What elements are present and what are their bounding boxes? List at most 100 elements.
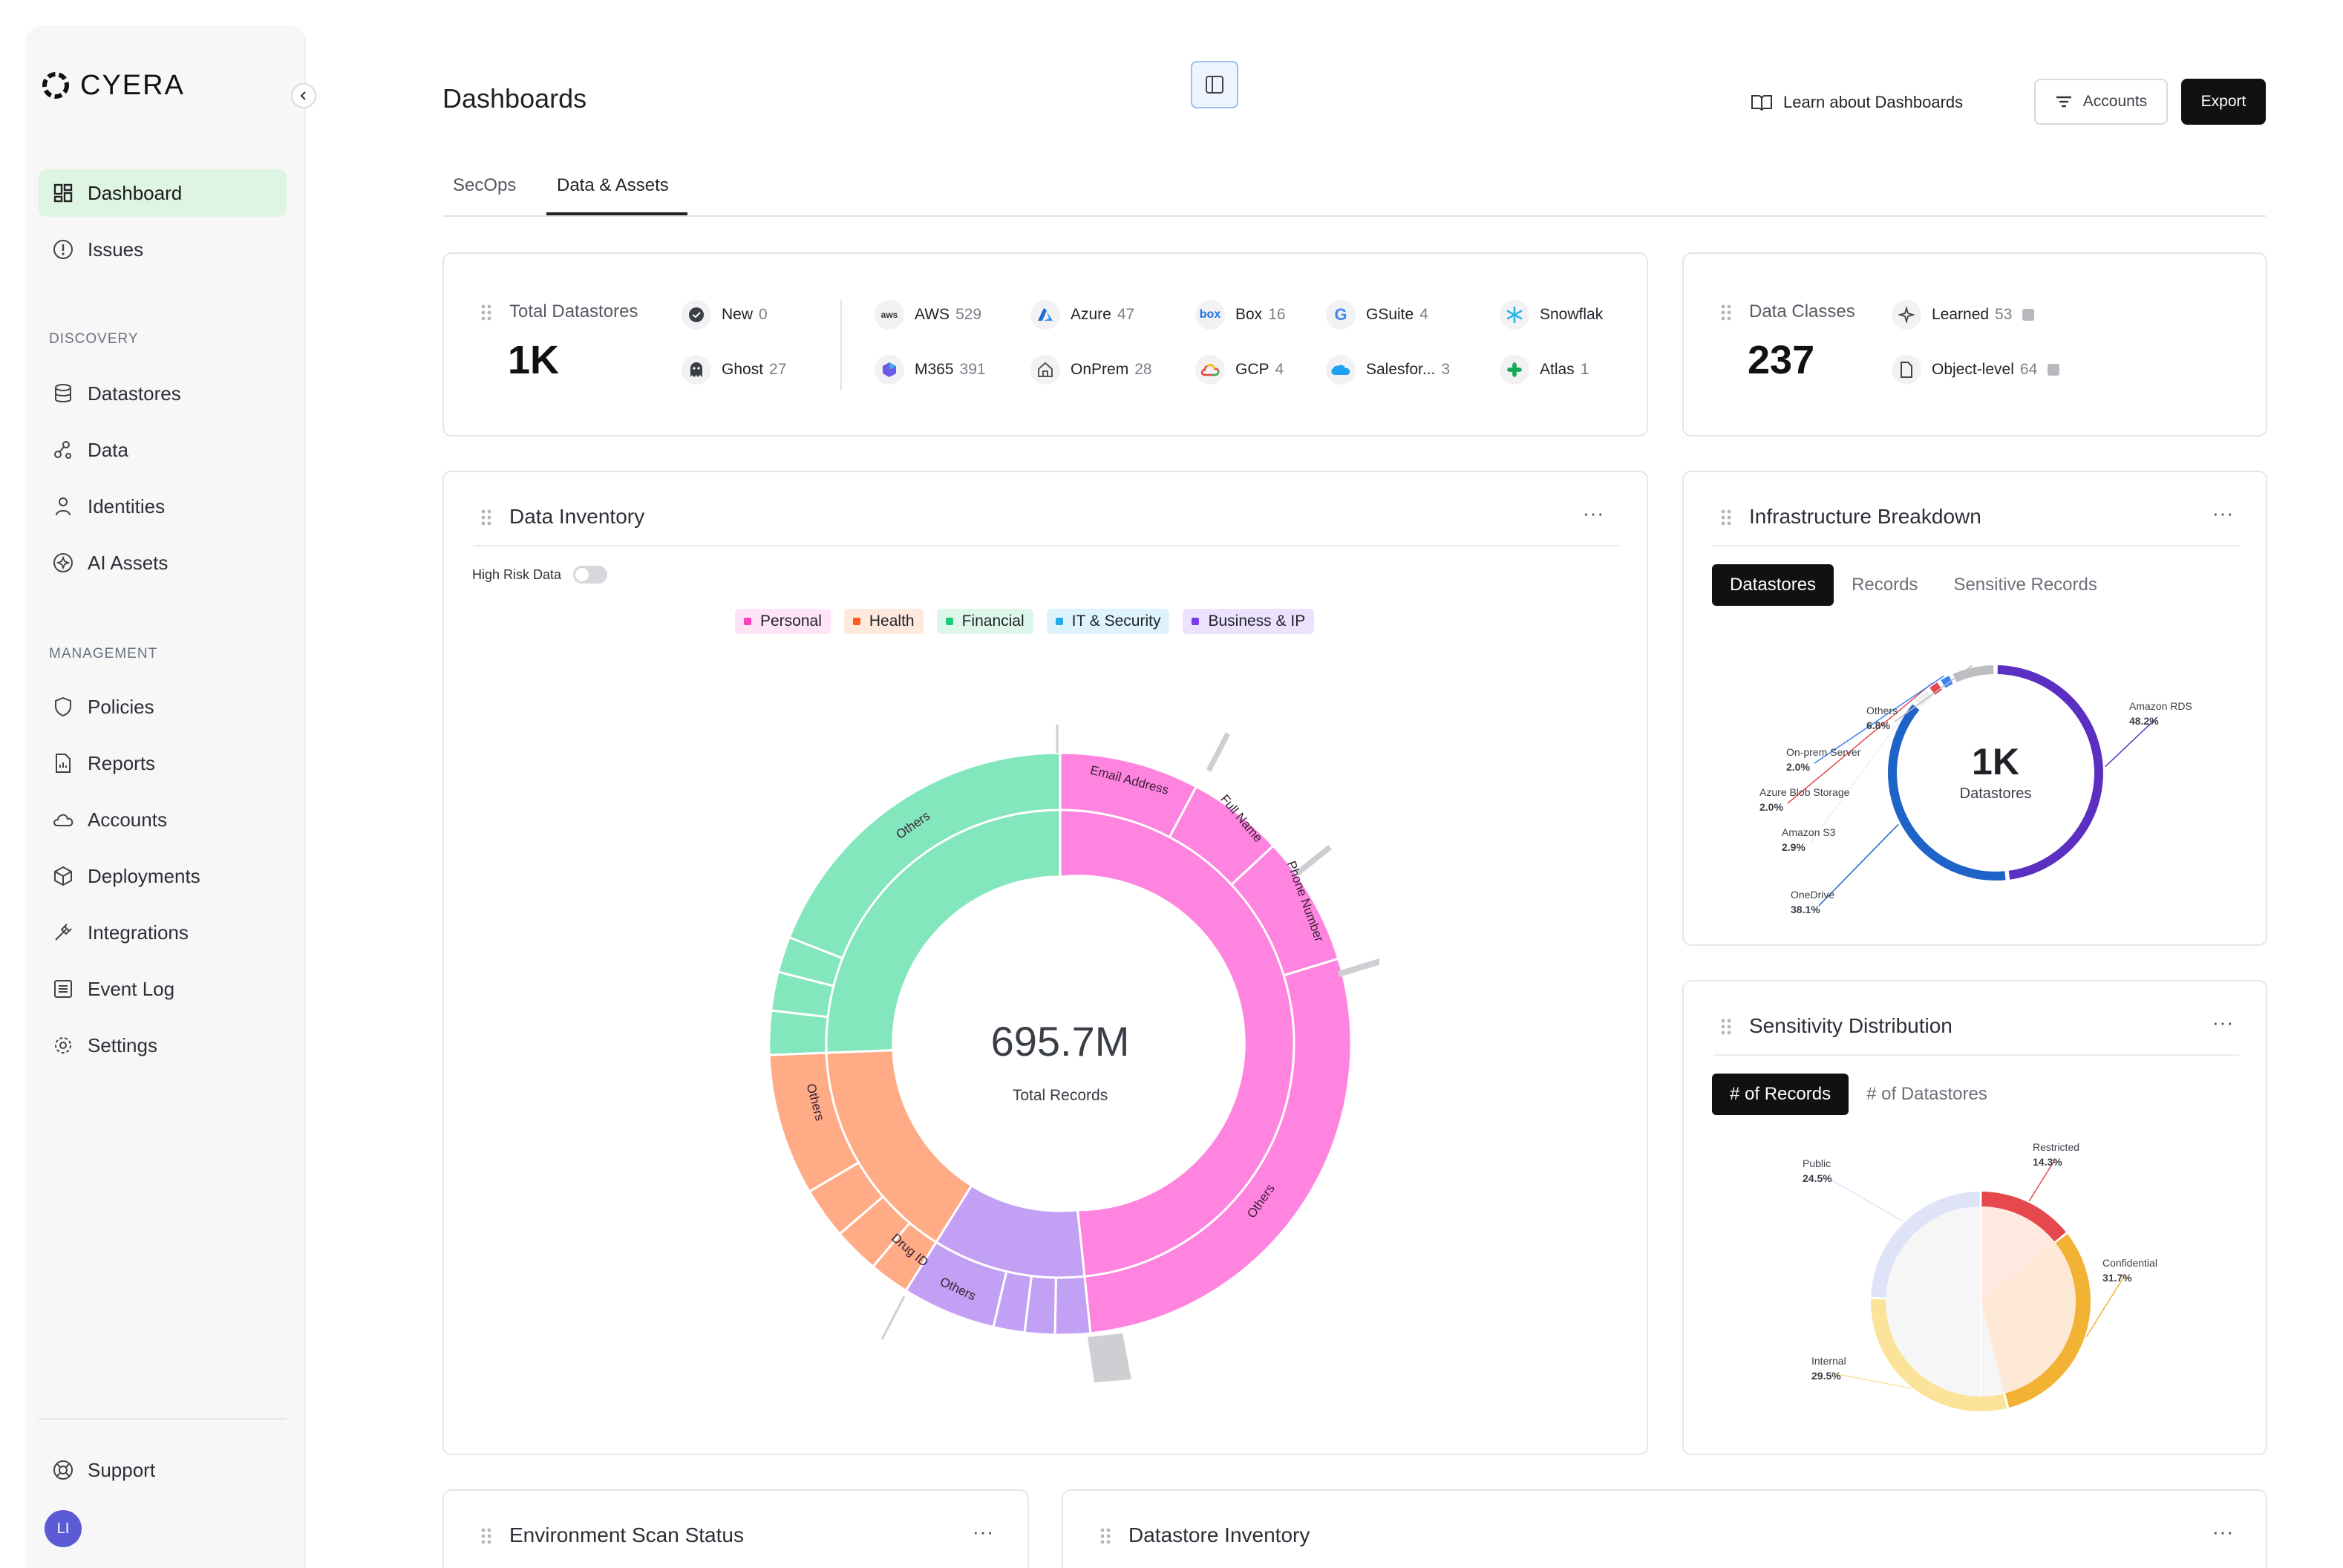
salesforce-icon <box>1326 355 1356 385</box>
sens-wedge-restricted[interactable] <box>1981 1206 2056 1301</box>
brand-logo[interactable]: CYERA <box>39 68 185 102</box>
infra-slice-onedrive[interactable] <box>1888 704 2006 881</box>
sidebar-item-event-log[interactable]: Event Log <box>39 965 287 1013</box>
infra-leader-line <box>1787 682 1932 804</box>
more-menu-button[interactable]: ··· <box>2212 502 2234 524</box>
infra-slice-amazon-s3[interactable] <box>1915 690 1932 708</box>
legend-health[interactable]: Health <box>843 609 924 634</box>
sidebar-item-settings[interactable]: Settings <box>39 1022 287 1069</box>
legend-it-security[interactable]: IT & Security <box>1046 609 1170 634</box>
sidebar-item-identities[interactable]: Identities <box>39 483 287 530</box>
sidebar-item-dashboard[interactable]: Dashboard <box>39 169 287 217</box>
provider-count: 16 <box>1268 306 1286 323</box>
outer-financial-segment[interactable] <box>768 1009 829 1056</box>
sidebar-item-reports[interactable]: Reports <box>39 739 287 787</box>
provider-salesforce[interactable]: Salesfor... 3 <box>1326 355 1450 385</box>
panel-icon <box>1206 76 1223 94</box>
sens-arc-restricted[interactable] <box>1981 1192 2066 1242</box>
provider-gsuite[interactable]: G GSuite 4 <box>1326 300 1428 330</box>
status-new[interactable]: New 0 <box>682 300 768 330</box>
legend-label: Personal <box>760 612 822 630</box>
drag-handle-icon[interactable] <box>1721 509 1731 526</box>
outer-business-segment[interactable] <box>1053 1275 1092 1336</box>
outer-financial-others-segment[interactable] <box>788 751 1062 960</box>
sens-arc-public[interactable] <box>1871 1192 1980 1298</box>
legend-personal[interactable]: Personal <box>735 609 831 634</box>
brand-name: CYERA <box>80 69 185 101</box>
class-learned[interactable]: Learned 53 <box>1892 300 2035 330</box>
more-menu-button[interactable]: ··· <box>973 1520 994 1543</box>
tab-data-assets[interactable]: Data & Assets <box>557 175 669 195</box>
export-button[interactable]: Export <box>2181 79 2266 125</box>
legend-financial[interactable]: Financial <box>936 609 1033 634</box>
more-menu-button[interactable]: ··· <box>2212 1520 2234 1543</box>
provider-box[interactable]: box Box 16 <box>1195 300 1286 330</box>
sens-pct-restricted: 14.3% <box>2033 1156 2062 1168</box>
drag-handle-icon[interactable] <box>1721 1019 1731 1035</box>
card-title: Environment Scan Status <box>509 1523 744 1546</box>
sens-wedge-internal[interactable] <box>1886 1298 2004 1396</box>
sidebar-item-support[interactable]: Support <box>39 1446 287 1494</box>
sens-wedge-confidential[interactable] <box>1981 1242 2076 1394</box>
data-nodes-icon <box>50 437 76 463</box>
legend-swatch <box>744 618 751 625</box>
infra-slice-others[interactable] <box>1953 665 1994 682</box>
class-object-level[interactable]: Object-level 64 <box>1892 355 2060 385</box>
legend-business-ip[interactable]: Business & IP <box>1183 609 1315 634</box>
drag-handle-icon[interactable] <box>481 1528 491 1544</box>
sidebar-item-issues[interactable]: Issues <box>39 226 287 273</box>
card-divider <box>474 545 1620 546</box>
sidebar-item-label: Reports <box>88 751 156 774</box>
layout-toggle-button[interactable] <box>1191 61 1238 108</box>
sens-arc-internal[interactable] <box>1871 1298 2007 1411</box>
provider-gcp[interactable]: GCP 4 <box>1195 355 1284 385</box>
drag-handle-icon[interactable] <box>481 304 491 321</box>
sens-leader-line <box>1833 1373 1912 1389</box>
sensitivity-card: Sensitivity Distribution ··· # of Record… <box>1682 980 2267 1455</box>
sidebar-item-ai-assets[interactable]: AI Assets <box>39 539 287 587</box>
tab-secops[interactable]: SecOps <box>453 175 517 195</box>
tab-records-count[interactable]: # of Records <box>1712 1074 1849 1115</box>
sidebar-item-label: Data <box>88 438 128 461</box>
sidebar-item-policies[interactable]: Policies <box>39 683 287 731</box>
drag-handle-icon[interactable] <box>481 509 491 526</box>
infra-slice-azure-blob-storage[interactable] <box>1929 682 1942 695</box>
provider-aws[interactable]: aws AWS 529 <box>875 300 981 330</box>
sens-pct-confidential: 31.7% <box>2102 1272 2132 1284</box>
tab-datastores-count[interactable]: # of Datastores <box>1866 1084 1987 1104</box>
sidebar-item-deployments[interactable]: Deployments <box>39 852 287 900</box>
more-menu-button[interactable]: ··· <box>1583 502 1604 524</box>
legend-swatch <box>852 618 860 625</box>
infra-slice-on-prem-server[interactable] <box>1941 676 1953 688</box>
provider-m365[interactable]: M365 391 <box>875 355 986 385</box>
accounts-filter-button[interactable]: Accounts <box>2034 79 2168 125</box>
collapse-sidebar-button[interactable] <box>291 83 316 108</box>
sidebar-item-accounts[interactable]: Accounts <box>39 796 287 843</box>
learn-dashboards-link[interactable]: Learn about Dashboards <box>1751 88 1963 117</box>
infra-label-others: Others <box>1866 705 1898 716</box>
sens-wedge-public[interactable] <box>1886 1206 1981 1301</box>
sidebar-item-integrations[interactable]: Integrations <box>39 909 287 956</box>
provider-atlas[interactable]: Atlas 1 <box>1500 355 1589 385</box>
high-risk-toggle[interactable] <box>573 566 608 584</box>
card-title: Data Inventory <box>509 505 645 528</box>
drag-handle-icon[interactable] <box>1100 1528 1111 1544</box>
risk-spike <box>1088 1333 1131 1382</box>
provider-azure[interactable]: Azure 47 <box>1030 300 1134 330</box>
provider-onprem[interactable]: OnPrem 28 <box>1030 355 1152 385</box>
risk-spike <box>1206 732 1230 772</box>
tab-sensitive-records[interactable]: Sensitive Records <box>1953 575 2097 595</box>
provider-label: Salesfor... <box>1366 361 1436 378</box>
sidebar-item-data[interactable]: Data <box>39 426 287 474</box>
sidebar-item-label: AI Assets <box>88 551 169 574</box>
provider-snowflake[interactable]: Snowflak <box>1500 300 1609 330</box>
sidebar-item-datastores[interactable]: Datastores <box>39 370 287 417</box>
drag-handle-icon[interactable] <box>1721 304 1731 321</box>
status-ghost[interactable]: Ghost 27 <box>682 355 786 385</box>
avatar[interactable]: LI <box>45 1510 82 1547</box>
tab-records[interactable]: Records <box>1852 575 1918 595</box>
infra-pct-amazon-rds: 48.2% <box>2129 715 2159 727</box>
sens-arc-confidential[interactable] <box>2005 1233 2091 1408</box>
tab-datastores[interactable]: Datastores <box>1712 564 1834 606</box>
more-menu-button[interactable]: ··· <box>2212 1011 2234 1033</box>
